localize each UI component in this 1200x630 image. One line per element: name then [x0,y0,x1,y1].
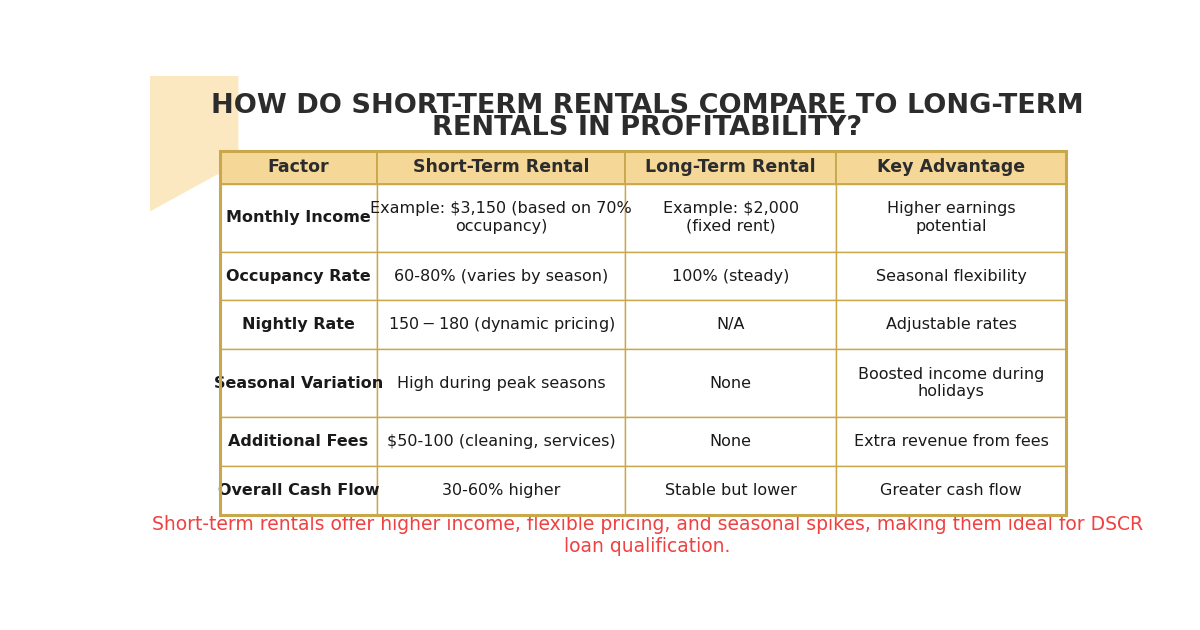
FancyBboxPatch shape [836,466,1066,515]
FancyBboxPatch shape [625,417,836,466]
FancyBboxPatch shape [625,151,836,183]
Text: RENTALS IN PROFITABILITY?: RENTALS IN PROFITABILITY? [432,115,863,141]
Text: Higher earnings
potential: Higher earnings potential [887,202,1015,234]
Text: Extra revenue from fees: Extra revenue from fees [854,434,1049,449]
Text: Seasonal flexibility: Seasonal flexibility [876,268,1027,284]
Text: Factor: Factor [268,158,329,176]
Text: High during peak seasons: High during peak seasons [397,375,606,391]
Text: Additional Fees: Additional Fees [228,434,368,449]
FancyBboxPatch shape [625,349,836,417]
FancyBboxPatch shape [377,183,625,252]
Text: Short-term rentals offer higher income, flexible pricing, and seasonal spikes, m: Short-term rentals offer higher income, … [152,515,1144,556]
FancyBboxPatch shape [836,417,1066,466]
FancyBboxPatch shape [220,466,377,515]
Text: $50-100 (cleaning, services): $50-100 (cleaning, services) [386,434,616,449]
Text: Adjustable rates: Adjustable rates [886,318,1016,332]
FancyBboxPatch shape [220,252,377,301]
FancyBboxPatch shape [377,349,625,417]
Text: None: None [709,375,751,391]
Text: Stable but lower: Stable but lower [665,483,797,498]
Text: $150-$180 (dynamic pricing): $150-$180 (dynamic pricing) [388,315,614,335]
FancyBboxPatch shape [836,301,1066,349]
FancyBboxPatch shape [377,252,625,301]
FancyBboxPatch shape [836,252,1066,301]
Text: Short-Term Rental: Short-Term Rental [413,158,589,176]
FancyBboxPatch shape [220,349,377,417]
FancyBboxPatch shape [377,466,625,515]
Text: Key Advantage: Key Advantage [877,158,1025,176]
Text: 100% (steady): 100% (steady) [672,268,790,284]
Text: Monthly Income: Monthly Income [226,210,371,225]
FancyBboxPatch shape [377,417,625,466]
Text: 60-80% (varies by season): 60-80% (varies by season) [394,268,608,284]
Polygon shape [150,76,239,212]
Text: Boosted income during
holidays: Boosted income during holidays [858,367,1044,399]
FancyBboxPatch shape [220,301,377,349]
FancyBboxPatch shape [220,417,377,466]
FancyBboxPatch shape [625,301,836,349]
FancyBboxPatch shape [377,301,625,349]
FancyBboxPatch shape [836,151,1066,183]
Text: N/A: N/A [716,318,745,332]
Text: Long-Term Rental: Long-Term Rental [646,158,816,176]
Text: Nightly Rate: Nightly Rate [242,318,355,332]
Text: Seasonal Variation: Seasonal Variation [214,375,383,391]
Text: Overall Cash Flow: Overall Cash Flow [217,483,379,498]
FancyBboxPatch shape [836,183,1066,252]
Text: Greater cash flow: Greater cash flow [881,483,1022,498]
Text: Example: $2,000
(fixed rent): Example: $2,000 (fixed rent) [662,202,799,234]
Text: None: None [709,434,751,449]
FancyBboxPatch shape [377,151,625,183]
Text: Occupancy Rate: Occupancy Rate [226,268,371,284]
FancyBboxPatch shape [220,183,377,252]
FancyBboxPatch shape [625,466,836,515]
Text: Example: $3,150 (based on 70%
occupancy): Example: $3,150 (based on 70% occupancy) [371,202,632,234]
FancyBboxPatch shape [625,183,836,252]
FancyBboxPatch shape [625,252,836,301]
FancyBboxPatch shape [220,151,377,183]
FancyBboxPatch shape [836,349,1066,417]
Text: 30-60% higher: 30-60% higher [442,483,560,498]
Text: HOW DO SHORT-TERM RENTALS COMPARE TO LONG-TERM: HOW DO SHORT-TERM RENTALS COMPARE TO LON… [211,93,1084,118]
